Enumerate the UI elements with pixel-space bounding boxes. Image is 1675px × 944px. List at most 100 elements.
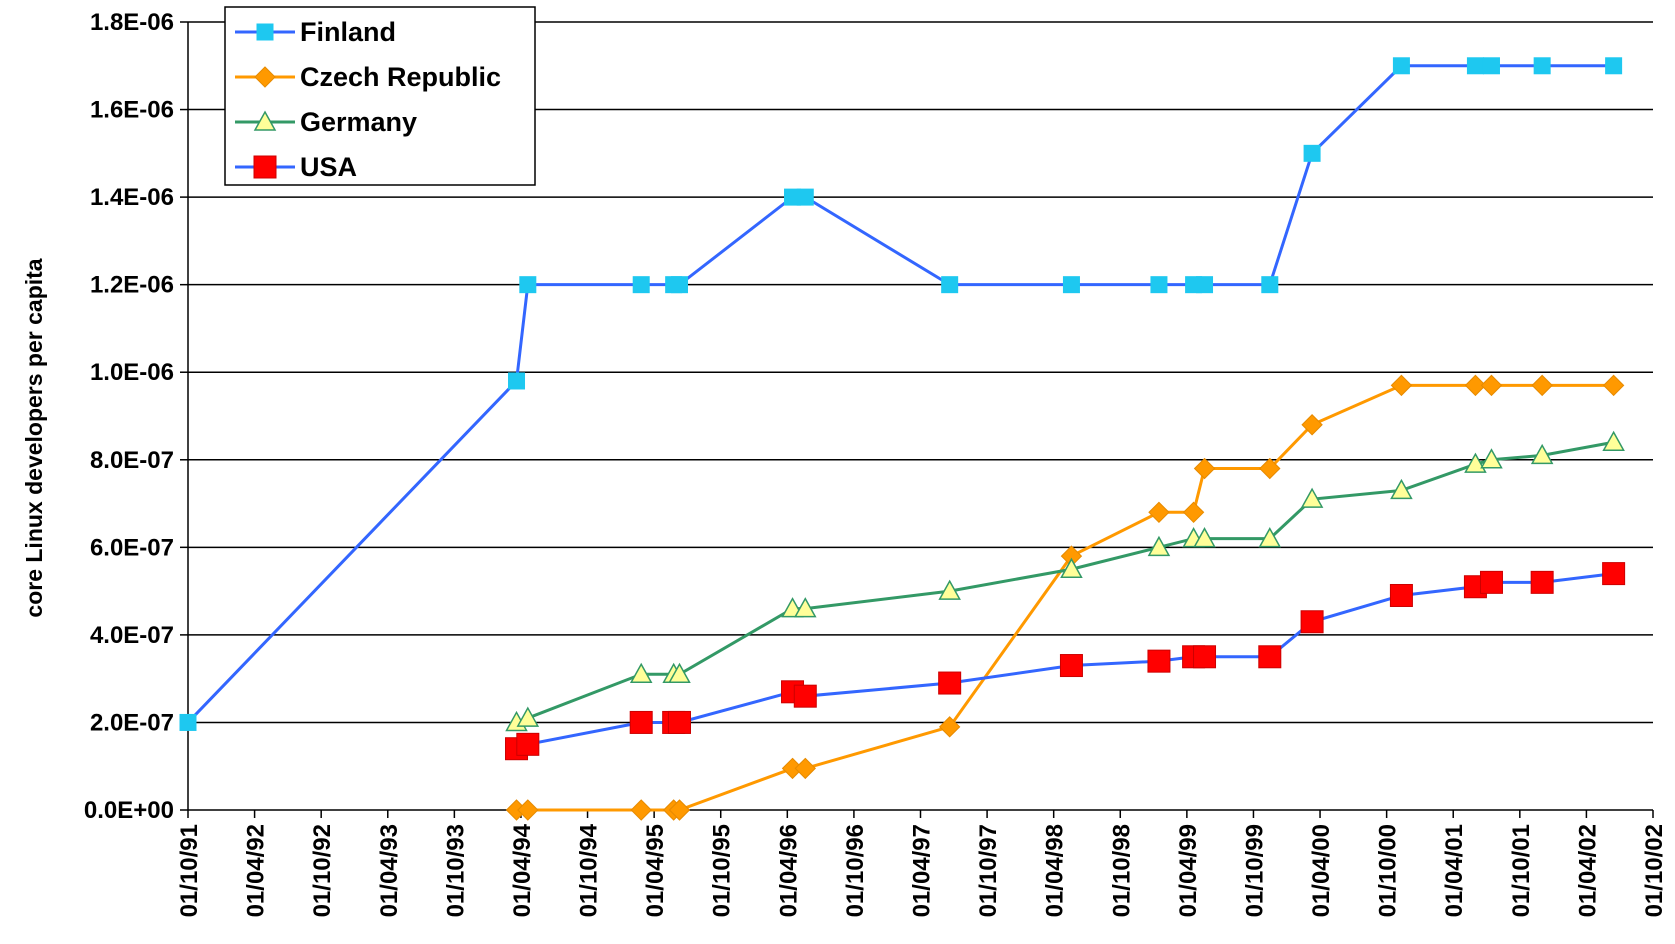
x-tick-label: 01/10/95 (709, 824, 736, 917)
data-point (1258, 527, 1282, 548)
x-tick-label: 01/04/92 (243, 824, 270, 917)
legend-marker (254, 66, 276, 88)
y-tick-label: 2.0E-07 (90, 709, 174, 736)
data-point (629, 662, 653, 684)
data-point (1303, 144, 1321, 162)
legend-label: Finland (300, 17, 396, 47)
data-point (796, 188, 814, 206)
x-tick-label: 01/04/93 (376, 824, 403, 917)
axes (180, 21, 1654, 818)
data-point (1193, 457, 1216, 480)
plot-area (179, 57, 1626, 821)
data-point (632, 276, 650, 294)
x-tick-label: 01/10/01 (1508, 824, 1535, 917)
data-point (516, 706, 540, 727)
data-point (1602, 374, 1625, 397)
y-tick-labels: 0.0E+00 2.0E-07 4.0E-07 6.0E-07 8.0E-07 1.0E-… (84, 9, 174, 824)
x-tick-label: 01/04/02 (1574, 824, 1601, 917)
x-tick-label: 01/10/93 (442, 824, 469, 917)
data-point (938, 671, 962, 695)
x-tick-label: 01/10/98 (1108, 824, 1135, 917)
data-point (1480, 448, 1503, 469)
series-germany (505, 430, 1625, 732)
legend: Finland Czech Republic Germany USA (224, 6, 536, 186)
data-point (1464, 374, 1487, 397)
data-point (1533, 57, 1551, 75)
legend-item: Czech Republic (235, 62, 501, 92)
data-point (938, 579, 961, 600)
data-point (1390, 374, 1413, 397)
data-point (1530, 443, 1554, 465)
data-point (1196, 276, 1214, 294)
x-tick-label: 01/04/01 (1441, 824, 1468, 917)
y-tick-label: 1.8E-06 (90, 9, 174, 36)
data-point (1530, 570, 1554, 594)
data-point (1300, 487, 1324, 508)
x-tick-label: 01/04/98 (1042, 824, 1069, 917)
x-tick-label: 01/04/94 (509, 823, 536, 917)
data-point (519, 276, 537, 294)
data-point (1392, 57, 1410, 75)
data-point (1531, 374, 1553, 397)
y-tick-label: 4.0E-07 (90, 622, 174, 649)
data-point (1602, 562, 1626, 586)
y-tick-label: 1.0E-06 (90, 359, 174, 386)
data-point (1259, 457, 1281, 480)
data-point (1479, 570, 1503, 594)
series-usa (505, 562, 1626, 761)
y-tick-label: 0.0E+00 (84, 797, 174, 824)
legend-marker (253, 110, 277, 131)
x-tick-label: 01/04/99 (1175, 824, 1202, 917)
data-point (1147, 535, 1171, 557)
data-point (941, 276, 959, 294)
y-tick-label: 1.6E-06 (90, 97, 174, 124)
data-point (1261, 276, 1279, 294)
x-tick-label: 01/10/99 (1241, 824, 1268, 917)
legend-label: USA (300, 152, 357, 182)
data-point (1464, 452, 1487, 473)
data-point (794, 757, 816, 780)
x-tick-label: 01/10/92 (309, 824, 336, 917)
data-point (668, 662, 691, 684)
data-point (1482, 57, 1500, 75)
legend-item: Germany (235, 107, 417, 137)
series-finland (179, 57, 1623, 731)
x-tick-label: 01/10/00 (1375, 824, 1402, 917)
data-point (517, 799, 539, 821)
x-tick-label: 01/04/00 (1308, 824, 1335, 917)
x-tick-label: 01/04/97 (909, 824, 936, 917)
data-point (938, 716, 961, 738)
data-point (1193, 645, 1217, 669)
data-point (1602, 430, 1625, 452)
gridlines (188, 21, 1653, 724)
data-point (668, 799, 691, 821)
legend-item: Finland (235, 17, 396, 47)
data-point (1466, 57, 1484, 75)
data-point (670, 276, 688, 294)
data-point (1390, 478, 1413, 500)
y-tick-label: 1.2E-06 (90, 272, 174, 299)
x-tick-label: 01/04/95 (642, 824, 669, 917)
x-tick-label: 01/10/02 (1641, 824, 1668, 917)
data-point (1300, 610, 1324, 634)
data-point (793, 684, 817, 708)
data-point (1147, 649, 1171, 673)
data-point (1301, 414, 1323, 436)
data-point (1182, 501, 1205, 524)
x-tick-label: 01/10/97 (975, 824, 1002, 917)
y-tick-label: 6.0E-07 (90, 534, 174, 561)
y-tick-label: 1.4E-06 (90, 184, 174, 211)
data-point (1258, 645, 1282, 669)
legend-label: Czech Republic (300, 62, 501, 92)
data-point (1480, 374, 1503, 397)
x-tick-label: 01/10/91 (176, 824, 203, 917)
series-line (516, 383, 1614, 812)
data-point (516, 732, 540, 756)
legend-label: Germany (300, 107, 417, 137)
y-tick-label: 8.0E-07 (90, 447, 174, 474)
data-point (1062, 276, 1080, 294)
legend-marker (253, 155, 277, 179)
data-point (179, 713, 197, 731)
legend-box (224, 6, 536, 186)
